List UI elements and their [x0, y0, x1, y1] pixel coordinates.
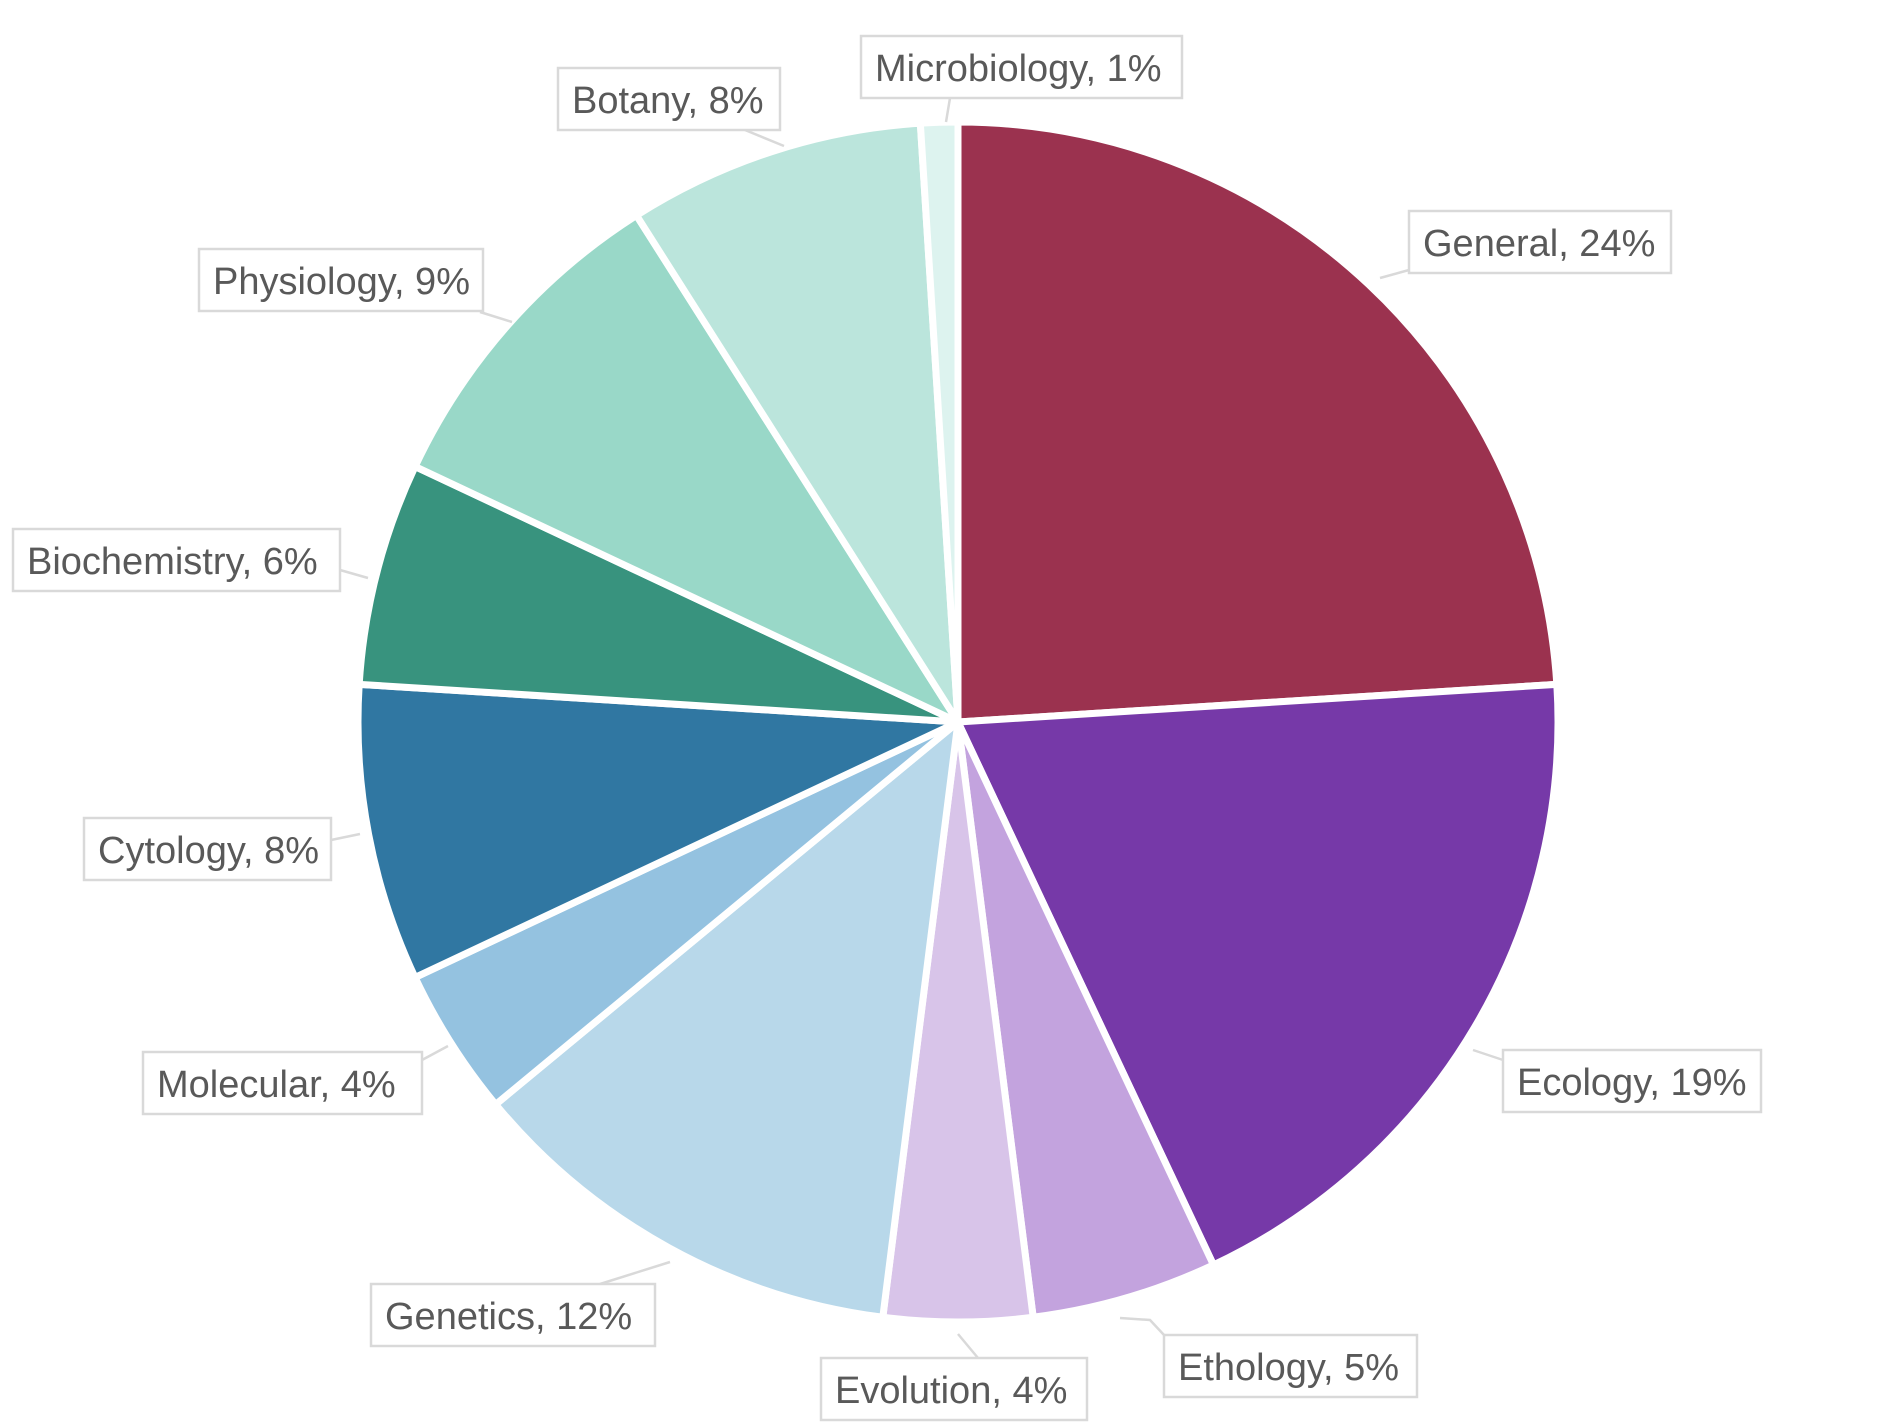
pie-label-ethology: Ethology, 5% — [1119, 1316, 1419, 1399]
pie-label-biochemistry: Biochemistry, 6% — [11, 527, 369, 593]
data-label: Genetics, 12% — [385, 1296, 632, 1338]
data-label: Cytology, 8% — [98, 830, 319, 872]
data-label-box — [369, 1282, 657, 1348]
leader-line — [744, 128, 785, 148]
pie-slice-general — [954, 118, 1561, 726]
pie-slice-botany — [633, 119, 962, 726]
pie-slice-genetics — [492, 718, 962, 1321]
pie-label-molecular: Molecular, 4% — [141, 1044, 449, 1116]
pie-slice-biochemistry — [355, 463, 962, 726]
data-label: Biochemistry, 6% — [27, 541, 318, 583]
data-label-box — [197, 247, 485, 313]
data-label: General, 24% — [1423, 223, 1655, 265]
leader-line — [957, 1333, 979, 1359]
data-label-box — [556, 66, 782, 132]
leader-line — [1379, 268, 1410, 280]
leader-line — [1472, 1048, 1504, 1062]
data-label: Botany, 8% — [572, 80, 764, 122]
pie-label-botany: Botany, 8% — [556, 66, 785, 148]
pie-slice-microbiology — [916, 118, 962, 726]
data-label-box — [141, 1050, 424, 1116]
pie-slice-ecology — [954, 680, 1562, 1269]
pie-label-general: General, 24% — [1379, 209, 1673, 280]
pie-slices — [354, 118, 1562, 1326]
data-label: Physiology, 9% — [213, 261, 470, 303]
pie-labels: General, 24% Ecology, 19% Ethology, 5% Evol… — [11, 34, 1763, 1422]
pie-label-evolution: Evolution, 4% — [819, 1333, 1089, 1422]
data-label-box — [11, 527, 342, 593]
data-label: Microbiology, 1% — [875, 48, 1162, 90]
leader-line — [599, 1260, 671, 1286]
leader-line — [479, 310, 513, 324]
data-label: Ethology, 5% — [1178, 1347, 1399, 1389]
leader-line — [421, 1044, 449, 1062]
data-label-box — [819, 1356, 1089, 1422]
data-label-box — [1501, 1048, 1763, 1114]
leader-line — [330, 832, 361, 842]
leader-line — [1119, 1316, 1165, 1336]
data-label-box — [82, 816, 333, 882]
pie-slice-cytology — [354, 680, 962, 981]
leader-line — [944, 97, 952, 123]
pie-label-cytology: Cytology, 8% — [82, 816, 361, 882]
data-label: Evolution, 4% — [835, 1370, 1067, 1412]
data-label-box — [859, 34, 1184, 100]
pie-slice-physiology — [411, 211, 962, 726]
data-label: Ecology, 19% — [1517, 1062, 1747, 1104]
data-label-box — [1407, 209, 1673, 275]
pie-slice-ethology — [954, 718, 1217, 1321]
data-label: Molecular, 4% — [157, 1064, 396, 1106]
pie-label-genetics: Genetics, 12% — [369, 1260, 671, 1348]
leader-line — [339, 568, 369, 580]
data-label-box — [1162, 1333, 1419, 1399]
pie-label-physiology: Physiology, 9% — [197, 247, 513, 324]
pie-label-ecology: Ecology, 19% — [1472, 1048, 1763, 1114]
pie-label-microbiology: Microbiology, 1% — [859, 34, 1184, 123]
